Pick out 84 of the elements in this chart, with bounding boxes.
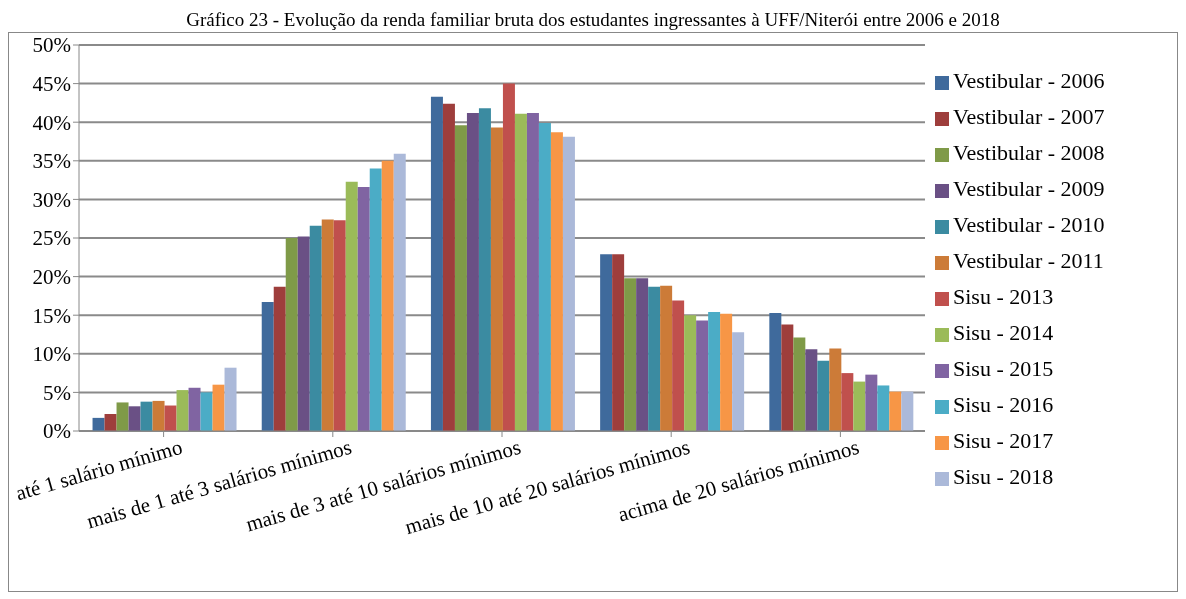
bar — [562, 136, 575, 431]
bar — [841, 373, 854, 431]
bar — [212, 384, 225, 431]
bar — [769, 312, 782, 431]
bar — [648, 286, 661, 431]
bar — [152, 400, 165, 431]
bar — [285, 238, 298, 431]
bar — [684, 315, 697, 431]
bar — [200, 392, 213, 431]
bar — [829, 348, 842, 431]
bar — [600, 254, 613, 431]
bar — [538, 122, 551, 431]
bar — [526, 112, 539, 431]
bar — [550, 132, 563, 431]
legend-label: Sisu - 2018 — [953, 464, 1054, 489]
bar — [164, 405, 177, 431]
bar — [781, 324, 794, 431]
bar — [297, 236, 310, 431]
bar — [369, 168, 382, 431]
bar — [817, 360, 830, 431]
bar — [430, 96, 443, 431]
legend-label: Vestibular - 2011 — [953, 248, 1104, 273]
legend-label: Sisu - 2017 — [953, 428, 1054, 453]
bar — [865, 374, 878, 431]
bar — [357, 187, 370, 431]
bar — [333, 220, 346, 431]
legend-label: Sisu - 2015 — [953, 356, 1054, 381]
bar — [853, 381, 866, 431]
bar — [490, 127, 503, 431]
bar — [128, 406, 141, 431]
bar — [188, 387, 201, 431]
legend-label: Vestibular - 2008 — [953, 140, 1105, 165]
bar — [140, 401, 153, 431]
y-tick-label: 20% — [32, 265, 71, 290]
bar — [514, 113, 527, 431]
bar — [393, 153, 406, 431]
y-tick-label: 10% — [32, 342, 71, 367]
bar — [877, 385, 890, 431]
y-tick-label: 45% — [32, 72, 71, 97]
legend-label: Vestibular - 2007 — [953, 104, 1105, 129]
y-tick-label: 15% — [32, 303, 71, 328]
legend-label: Sisu - 2013 — [953, 284, 1054, 309]
bar — [720, 313, 733, 431]
y-tick-label: 5% — [43, 380, 71, 405]
bar — [696, 320, 709, 431]
bar — [309, 225, 322, 431]
bar — [660, 285, 673, 431]
bar — [104, 414, 117, 431]
bar — [381, 160, 394, 431]
legend-label: Vestibular - 2009 — [953, 176, 1105, 201]
bar — [466, 112, 479, 431]
bar — [793, 337, 806, 431]
bar — [612, 254, 625, 431]
bar — [92, 417, 105, 431]
bar — [116, 402, 129, 431]
bar — [176, 390, 189, 431]
bar — [454, 125, 467, 431]
bar — [261, 302, 274, 431]
bar — [732, 332, 745, 431]
y-tick-label: 0% — [43, 419, 71, 444]
bar — [273, 286, 286, 431]
bar — [321, 219, 334, 431]
bar — [345, 181, 358, 431]
y-tick-label: 25% — [32, 226, 71, 251]
y-tick-label: 30% — [32, 187, 71, 212]
bar — [889, 391, 902, 431]
bar — [805, 349, 818, 431]
legend-label: Sisu - 2016 — [953, 392, 1054, 417]
bar — [502, 83, 515, 431]
bar — [708, 312, 721, 431]
legend-label: Vestibular - 2010 — [953, 212, 1105, 237]
bar — [442, 103, 455, 431]
bar — [901, 391, 914, 431]
y-tick-label: 35% — [32, 149, 71, 174]
chart-title: Gráfico 23 - Evolução da renda familiar bruta dos estudantes ingressantes à UFF/Niterói entre 2006 e 2018 — [185, 8, 1001, 32]
bar — [636, 278, 649, 431]
y-tick-label: 40% — [32, 110, 71, 135]
legend-label: Sisu - 2014 — [953, 320, 1054, 345]
bar — [224, 367, 237, 431]
y-tick-label: 50% — [32, 33, 71, 58]
bar — [478, 108, 491, 431]
bar — [624, 278, 637, 431]
bar — [672, 300, 685, 431]
legend-label: Vestibular - 2006 — [953, 68, 1105, 93]
